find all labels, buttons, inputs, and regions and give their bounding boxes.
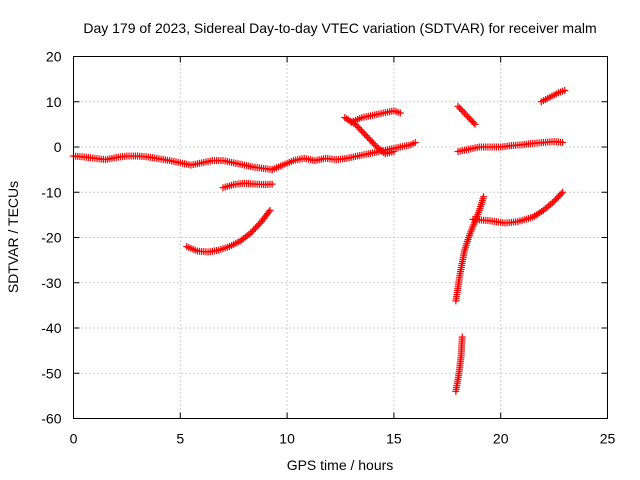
data-point [390, 148, 398, 156]
y-tick-label: -50 [41, 365, 61, 381]
x-axis-label: GPS time / hours [287, 457, 394, 473]
data-point [355, 124, 363, 132]
y-tick-label: 10 [46, 94, 62, 110]
x-tick-label: 15 [386, 431, 402, 447]
data-point [454, 102, 462, 110]
y-tick-label: -10 [41, 184, 61, 200]
chart-title: Day 179 of 2023, Sidereal Day-to-day VTE… [83, 20, 596, 36]
data-point [353, 122, 361, 130]
data-layer [70, 86, 569, 395]
data-point [411, 138, 419, 146]
data-point [471, 120, 479, 128]
data-point [371, 141, 379, 149]
data-point [465, 114, 473, 122]
data-point [268, 180, 276, 188]
data-point [559, 138, 567, 146]
data-point [362, 132, 370, 140]
x-tick-labels: 0 5 10 15 20 25 [70, 431, 616, 447]
y-tick-label: 0 [54, 139, 62, 155]
data-point [250, 226, 258, 234]
data-point [266, 206, 274, 214]
data-point [380, 148, 388, 156]
data-point [364, 133, 372, 141]
y-tick-label: 20 [46, 49, 62, 65]
data-point [470, 119, 478, 127]
data-point [368, 138, 376, 146]
data-point [462, 111, 470, 119]
y-tick-label: -20 [41, 230, 61, 246]
y-tick-labels: -60 -50 -40 -30 -20 -10 0 10 20 [41, 49, 61, 427]
data-point [248, 227, 256, 235]
y-tick-label: -60 [41, 411, 61, 427]
x-tick-label: 5 [176, 431, 184, 447]
y-axis-label: SDTVAR / TECUs [5, 181, 21, 293]
x-tick-label: 25 [600, 431, 616, 447]
data-point [559, 188, 567, 196]
y-tick-label: -40 [41, 320, 61, 336]
data-point [457, 106, 465, 114]
data-point [356, 125, 364, 133]
data-point [458, 333, 466, 341]
plot-frame [73, 56, 608, 419]
data-point [464, 112, 472, 120]
data-point [460, 109, 468, 117]
data-point [396, 109, 404, 117]
y-tick-label: -30 [41, 275, 61, 291]
data-point [365, 135, 373, 143]
data-point [370, 140, 378, 148]
x-tick-label: 10 [279, 431, 295, 447]
x-tick-label: 20 [493, 431, 509, 447]
data-point [361, 130, 369, 138]
data-point [480, 193, 488, 201]
data-point [254, 221, 262, 229]
data-point [456, 104, 464, 112]
data-point [367, 137, 375, 145]
grid-layer [73, 56, 608, 419]
data-point [358, 127, 366, 135]
data-point [251, 224, 259, 232]
x-tick-label: 0 [70, 431, 78, 447]
data-point [265, 208, 273, 216]
data-point [561, 86, 569, 94]
data-point [359, 128, 367, 136]
data-point [459, 107, 467, 115]
data-point [247, 229, 255, 237]
data-point [557, 190, 565, 198]
data-point [253, 223, 261, 231]
